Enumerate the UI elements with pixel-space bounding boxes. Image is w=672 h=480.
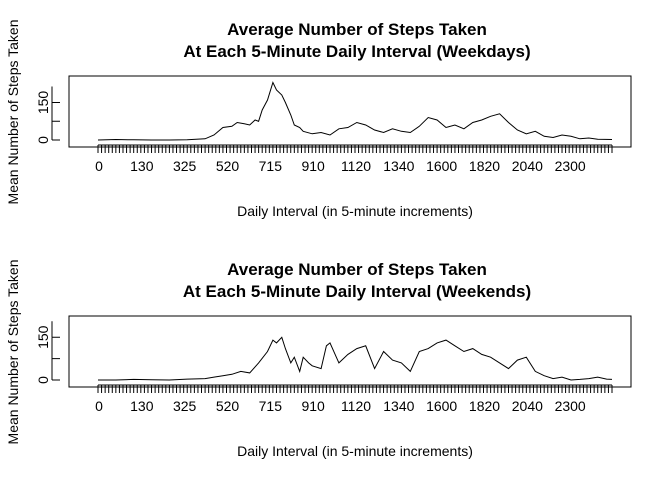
wd-x-tick-label: 910 — [301, 158, 325, 174]
wd-x-tick-label: 130 — [130, 158, 154, 174]
we-x-tick-label: 1120 — [341, 398, 371, 414]
weekday-x-axis-label: Daily Interval (in 5-minute increments) — [237, 203, 473, 219]
weekday-panel: Average Number of Steps Taken At Each 5-… — [5, 20, 632, 219]
weekend-y-ticks: 0 150 — [35, 321, 60, 384]
wd-x-tick-label: 0 — [95, 158, 103, 174]
weekend-chart-title: Average Number of Steps Taken — [227, 260, 487, 279]
wd-x-tick-label: 715 — [259, 158, 283, 174]
wd-x-tick-label: 325 — [173, 158, 197, 174]
weekday-series-line — [97, 81, 613, 141]
weekend-x-axis-label: Daily Interval (in 5-minute increments) — [237, 443, 473, 459]
weekend-series-line — [98, 336, 613, 381]
wd-y-tick-label: 0 — [35, 136, 51, 144]
weekday-chart-subtitle: At Each 5-Minute Daily Interval (Weekday… — [183, 42, 530, 61]
wd-x-tick-label: 1600 — [426, 158, 457, 174]
we-x-tick-label: 1340 — [383, 398, 414, 414]
we-y-tick-label: 150 — [35, 325, 51, 349]
we-x-tick-label: 1820 — [469, 398, 500, 414]
weekday-chart-title: Average Number of Steps Taken — [227, 20, 487, 39]
weekday-plot-frame — [68, 75, 632, 148]
we-x-tick-label: 520 — [216, 398, 240, 414]
weekday-x-ticks — [97, 144, 613, 153]
weekend-chart-subtitle: At Each 5-Minute Daily Interval (Weekend… — [183, 282, 531, 301]
wd-y-tick-label: 150 — [35, 91, 51, 115]
we-x-tick-label: 130 — [130, 398, 154, 414]
weekday-y-axis-label: Mean Number of Steps Taken — [5, 20, 21, 205]
weekend-panel: Average Number of Steps Taken At Each 5-… — [5, 260, 632, 459]
wd-x-tick-label: 1820 — [469, 158, 500, 174]
wd-x-tick-label: 2300 — [555, 158, 586, 174]
wd-x-tick-label: 1120 — [341, 158, 371, 174]
we-x-tick-label: 0 — [95, 398, 103, 414]
wd-x-tick-label: 520 — [216, 158, 240, 174]
weekend-x-tick-labels: 0 130 325 520 715 910 1120 1340 1600 1820 2040 2300 — [95, 398, 586, 414]
wd-x-tick-label: 1340 — [383, 158, 414, 174]
we-y-tick-label: 0 — [35, 376, 51, 384]
we-x-tick-label: 715 — [259, 398, 283, 414]
weekday-x-tick-labels: 0 130 325 520 715 910 1120 1340 1600 1820 2040 2300 — [95, 158, 586, 174]
we-x-tick-label: 1600 — [426, 398, 457, 414]
we-x-tick-label: 910 — [301, 398, 325, 414]
weekend-y-axis-label: Mean Number of Steps Taken — [5, 260, 21, 445]
we-x-tick-label: 325 — [173, 398, 197, 414]
weekend-x-ticks — [97, 384, 613, 393]
weekend-plot-frame — [68, 315, 632, 388]
wd-x-tick-label: 2040 — [512, 158, 543, 174]
we-x-tick-label: 2040 — [512, 398, 543, 414]
weekday-y-ticks: 0 150 — [35, 86, 60, 144]
we-x-tick-label: 2300 — [555, 398, 586, 414]
